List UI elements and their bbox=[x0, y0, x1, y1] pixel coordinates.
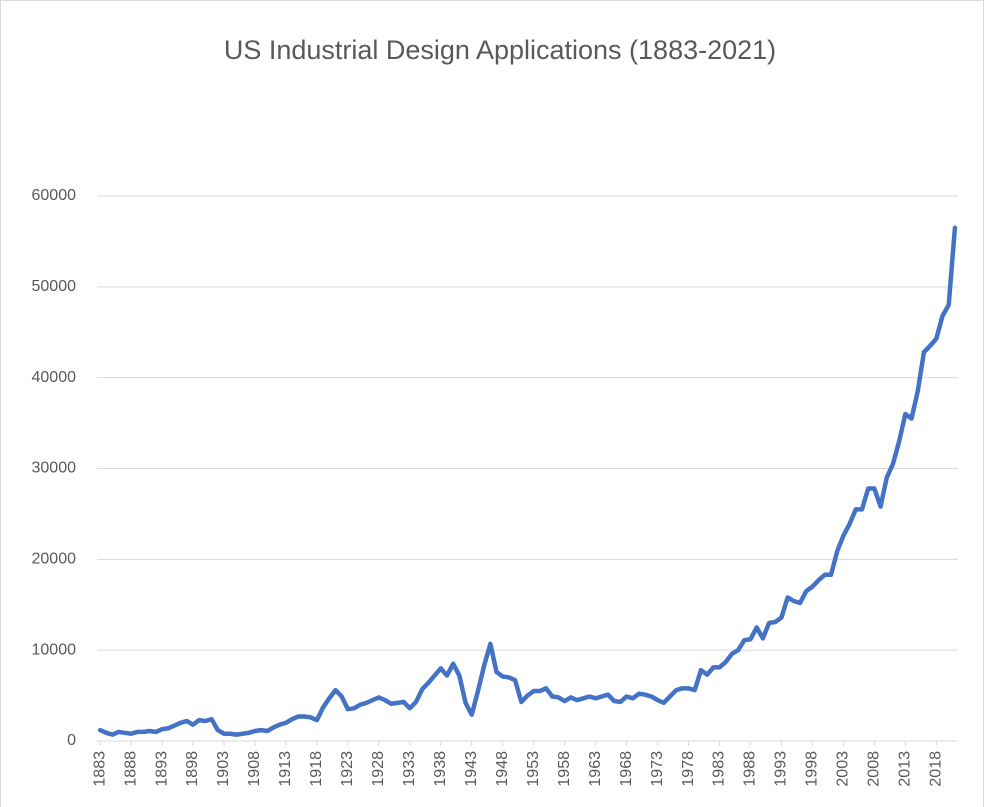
x-tick-label: 1928 bbox=[370, 751, 387, 787]
x-tick-label: 1978 bbox=[680, 751, 697, 787]
x-tick-label: 1933 bbox=[401, 751, 418, 787]
x-tick-label: 1988 bbox=[742, 751, 759, 787]
x-tick-label: 1913 bbox=[277, 751, 294, 787]
x-tick-label: 1918 bbox=[308, 751, 325, 787]
x-tick-label: 1898 bbox=[184, 751, 201, 787]
x-tick-label: 1923 bbox=[339, 751, 356, 787]
x-tick-label: 1983 bbox=[711, 751, 728, 787]
x-tick-label: 1893 bbox=[153, 751, 170, 787]
x-tick-label: 1968 bbox=[618, 751, 635, 787]
x-tick-label: 1908 bbox=[246, 751, 263, 787]
chart-title: US Industrial Design Applications (1883-… bbox=[224, 35, 776, 65]
x-tick-label: 1973 bbox=[649, 751, 666, 787]
y-tick-label: 40000 bbox=[32, 369, 77, 386]
y-tick-label: 10000 bbox=[32, 641, 77, 658]
x-tick-label: 1953 bbox=[525, 751, 542, 787]
x-tick-label: 1993 bbox=[773, 751, 790, 787]
x-tick-label: 2008 bbox=[866, 751, 883, 787]
x-tick-label: 1958 bbox=[556, 751, 573, 787]
y-tick-label: 30000 bbox=[32, 460, 77, 477]
x-tick-label: 1948 bbox=[494, 751, 511, 787]
x-tick-label: 2018 bbox=[928, 751, 945, 787]
data-line bbox=[97, 225, 958, 737]
x-tick-label: 1943 bbox=[463, 751, 480, 787]
x-tick-label: 1998 bbox=[804, 751, 821, 787]
x-tick-label: 1938 bbox=[432, 751, 449, 787]
y-tick-label: 0 bbox=[67, 732, 76, 749]
y-tick-label: 60000 bbox=[32, 187, 77, 204]
y-tick-label: 20000 bbox=[32, 551, 77, 568]
x-tick-label: 1903 bbox=[215, 751, 232, 787]
x-tick-label: 2003 bbox=[835, 751, 852, 787]
x-tick-label: 1888 bbox=[122, 751, 139, 787]
x-tick-label: 1883 bbox=[91, 751, 108, 787]
x-tick-label: 1963 bbox=[587, 751, 604, 787]
y-tick-label: 50000 bbox=[32, 278, 77, 295]
x-tick-label: 2013 bbox=[897, 751, 914, 787]
